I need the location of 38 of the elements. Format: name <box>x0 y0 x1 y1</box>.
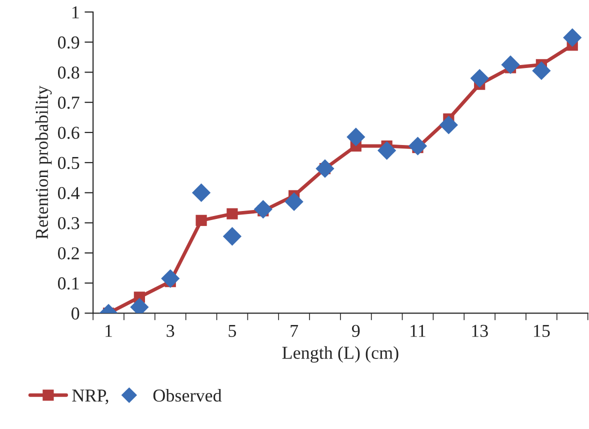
point <box>222 227 242 246</box>
point <box>196 214 207 226</box>
point <box>408 136 428 156</box>
y-tick-label: 0.3 <box>58 217 80 230</box>
point <box>192 183 211 202</box>
legend-label: Observed <box>153 388 222 402</box>
y-tick-label: 0.8 <box>58 66 80 79</box>
point <box>346 128 366 146</box>
point <box>470 68 489 88</box>
y-tick-label: 1 <box>72 6 79 18</box>
y-axis-title: Retention probability <box>35 86 52 240</box>
legend-label: NRP, <box>72 390 108 404</box>
point <box>563 28 582 47</box>
x-tick-label: 5 <box>228 324 236 337</box>
point <box>439 116 458 134</box>
y-tick-label: 0.4 <box>58 186 80 200</box>
x-tick-label: 11 <box>410 324 426 337</box>
y-tick-label: 0.5 <box>58 156 80 170</box>
x-tick-label: 13 <box>472 324 488 337</box>
x-tick-label: 15 <box>534 324 550 337</box>
y-tick-label: 0.2 <box>58 247 79 260</box>
point <box>378 141 396 160</box>
y-tick-label: 0.9 <box>58 36 80 49</box>
point <box>284 192 304 212</box>
point <box>226 208 238 220</box>
x-tick-label: 9 <box>352 324 360 337</box>
point <box>161 269 180 288</box>
y-tick-label: 0.7 <box>58 96 80 109</box>
point <box>316 159 334 178</box>
point <box>501 55 520 74</box>
y-tick-label: 0.6 <box>58 126 80 139</box>
x-tick-label: 3 <box>166 324 174 337</box>
x-tick-label: 7 <box>290 324 298 337</box>
y-tick-label: 0.1 <box>58 277 79 290</box>
y-tick-label: 0 <box>72 307 80 320</box>
x-tick-label: 1 <box>106 324 112 337</box>
point <box>532 61 551 80</box>
x-axis-title: Length (L) (cm) <box>282 346 398 363</box>
